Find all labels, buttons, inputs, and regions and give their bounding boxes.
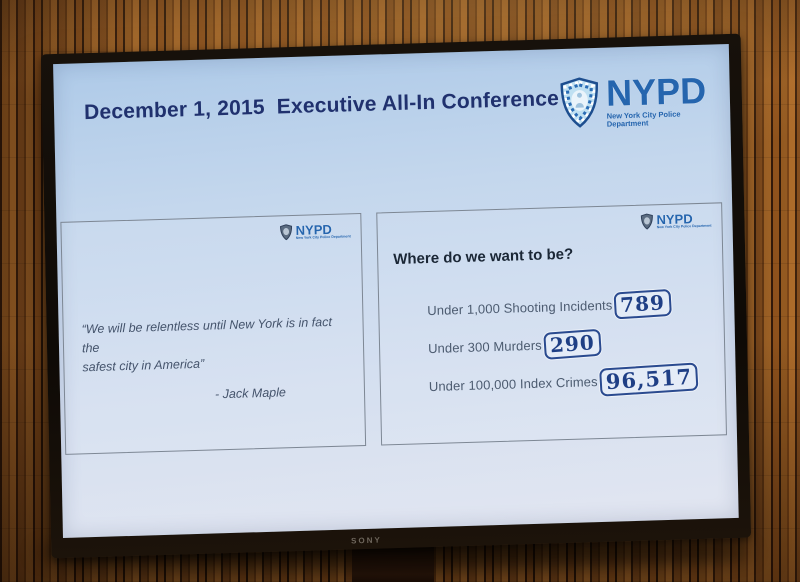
goal-row-murders: Under 300 Murders 290 [428,326,698,362]
nypd-shield-icon [280,224,293,241]
tv-screen: December 1, 2015 Executive All-In Confer… [53,44,739,538]
goal-label: Under 1,000 Shooting Incidents [427,297,613,318]
tv-stand [352,544,434,582]
goals-list: Under 1,000 Shooting Incidents 789 Under… [427,288,699,400]
nypd-logo-goals-panel: NYPD New York City Police Department [640,211,712,231]
nypd-logo-tagline: New York City Police Department [295,234,351,240]
tv-display: December 1, 2015 Executive All-In Confer… [40,33,752,559]
nypd-logo-text: NYPD New York City Police Department [656,211,712,230]
goal-row-index-crimes: Under 100,000 Index Crimes 96,517 [428,362,699,400]
goal-row-shootings: Under 1,000 Shooting Incidents 789 [427,288,697,324]
goals-heading: Where do we want to be? [393,245,574,269]
nypd-logo-quote-panel: NYPD New York City Police Department [280,222,351,241]
tv-brand-logo: SONY [351,535,382,546]
slide-panels: NYPD New York City Police Department “We… [60,202,727,455]
goal-value-stamp: 789 [613,288,672,319]
nypd-logo-acronym: NYPD [605,69,707,115]
quote-block: “We will be relentless until New York is… [81,313,339,409]
quote-text: “We will be relentless until New York is… [81,314,333,374]
goals-panel: NYPD New York City Police Department Whe… [376,202,727,446]
nypd-logo-main: NYPD New York City Police Department [558,69,713,132]
goal-value-stamp: 96,517 [598,362,699,397]
nypd-logo-tagline: New York City Police Department [656,223,712,230]
slide-title: December 1, 2015 Executive All-In Confer… [83,87,560,125]
quote-panel: NYPD New York City Police Department “We… [60,212,367,455]
goal-value-stamp: 290 [542,328,602,360]
slide-header: December 1, 2015 Executive All-In Confer… [83,69,713,146]
quote-attribution: - Jack Maple [214,385,287,402]
goal-label: Under 300 Murders [427,337,542,356]
nypd-shield-icon [640,213,653,230]
nypd-logo-text: NYPD New York City Police Department [605,69,713,128]
nypd-shield-icon [560,77,599,128]
goal-label: Under 100,000 Index Crimes [428,373,598,394]
nypd-logo-text: NYPD New York City Police Department [296,222,351,240]
